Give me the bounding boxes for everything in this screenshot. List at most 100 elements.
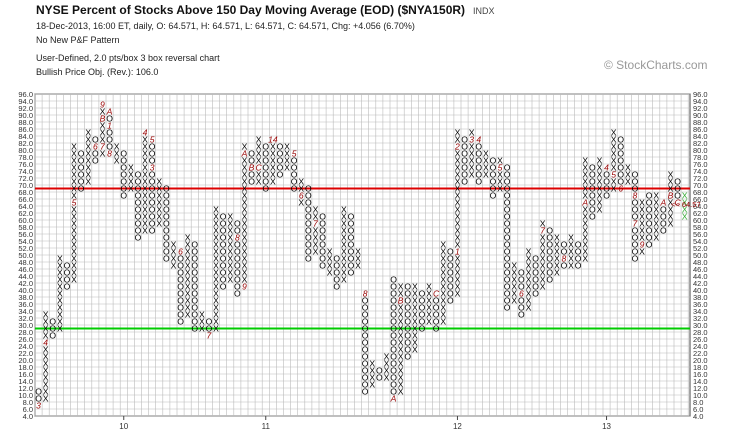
x-box: X xyxy=(71,233,77,243)
x-box: X xyxy=(57,261,63,271)
x-box: X xyxy=(57,310,63,320)
x-box: X xyxy=(341,240,347,250)
x-box: X xyxy=(582,177,588,187)
x-box: X xyxy=(582,184,588,194)
x-box: X xyxy=(242,198,248,208)
x-box: X xyxy=(43,380,49,390)
x-box: X xyxy=(384,373,390,383)
y-tick-label-right: 74.0 xyxy=(693,167,708,176)
x-box: X xyxy=(582,226,588,236)
month-marker: 2 xyxy=(454,142,460,152)
x-box: X xyxy=(611,128,617,138)
o-box: O xyxy=(78,184,85,194)
month-marker: 5 xyxy=(498,163,503,173)
o-box: O xyxy=(277,156,284,166)
o-box: O xyxy=(319,261,326,271)
x-box: X xyxy=(568,233,574,243)
x-box: X xyxy=(469,149,475,159)
o-box: O xyxy=(120,163,127,173)
o-box: O xyxy=(305,191,312,201)
x-box: X xyxy=(554,254,560,264)
o-box: O xyxy=(419,324,426,334)
x-box: X xyxy=(639,226,645,236)
x-box: X xyxy=(611,149,617,159)
o-box: O xyxy=(362,324,369,334)
y-tick-label-left: 50.0 xyxy=(18,251,33,260)
o-box: O xyxy=(234,289,241,299)
o-box: O xyxy=(390,345,397,355)
o-box: O xyxy=(35,394,42,404)
o-box: O xyxy=(78,177,85,187)
y-tick-label-left: 10.0 xyxy=(18,391,33,400)
y-tick-label-left: 94.0 xyxy=(18,97,33,106)
y-tick-label-left: 12.0 xyxy=(18,384,33,393)
o-box: O xyxy=(248,149,255,159)
x-box: X xyxy=(582,254,588,264)
x-box: X xyxy=(412,289,418,299)
month-marker: 5 xyxy=(72,198,77,208)
x-box: X xyxy=(398,359,404,369)
x-box: X xyxy=(455,261,461,271)
x-box: X xyxy=(71,177,77,187)
o-box: O xyxy=(362,338,369,348)
month-marker: 6 xyxy=(178,247,183,257)
o-box: O xyxy=(646,219,653,229)
o-box: O xyxy=(532,289,539,299)
o-box: O xyxy=(348,254,355,264)
x-box: X xyxy=(483,149,489,159)
o-box: O xyxy=(348,240,355,250)
o-box: O xyxy=(149,177,156,187)
o-box: O xyxy=(305,233,312,243)
x-box: X xyxy=(213,240,219,250)
o-box: O xyxy=(362,380,369,390)
y-tick-label-right: 82.0 xyxy=(693,139,708,148)
o-box: O xyxy=(561,261,568,271)
x-box: X xyxy=(455,289,461,299)
x-box: X xyxy=(597,163,603,173)
month-marker: 9 xyxy=(100,100,105,110)
x-box: X xyxy=(100,128,106,138)
month-marker: 5 xyxy=(150,135,155,145)
x-tick-label: 13 xyxy=(602,422,611,431)
o-box: O xyxy=(447,282,454,292)
o-box: O xyxy=(234,282,241,292)
x-box: X xyxy=(341,219,347,229)
o-box: O xyxy=(404,282,411,292)
o-box: O xyxy=(291,156,298,166)
y-tick-label-left: 58.0 xyxy=(18,223,33,232)
o-box: O xyxy=(490,177,497,187)
x-box: X xyxy=(85,177,91,187)
o-box: O xyxy=(447,289,454,299)
o-box: O xyxy=(404,296,411,306)
x-box: X xyxy=(156,205,162,215)
o-box: O xyxy=(135,184,142,194)
o-box: O xyxy=(390,303,397,313)
x-box: X xyxy=(156,198,162,208)
y-tick-label-right: 14.0 xyxy=(693,377,708,386)
o-box: O xyxy=(234,219,241,229)
x-box: X xyxy=(540,247,546,257)
x-box: X xyxy=(469,156,475,166)
o-box: O xyxy=(120,191,127,201)
o-box: O xyxy=(504,170,511,180)
x-box: X xyxy=(497,184,503,194)
o-box: O xyxy=(617,177,624,187)
y-tick-label-right: 84.0 xyxy=(693,132,708,141)
o-box: O xyxy=(603,191,610,201)
x-box: X xyxy=(57,296,63,306)
o-box: O xyxy=(504,177,511,187)
x-box: X xyxy=(43,345,49,355)
o-box: O xyxy=(291,170,298,180)
o-box: O xyxy=(120,184,127,194)
x-box: X xyxy=(355,261,361,271)
o-box: O xyxy=(206,317,213,327)
y-tick-label-left: 36.0 xyxy=(18,300,33,309)
o-box: O xyxy=(660,219,667,229)
month-marker: A xyxy=(581,198,588,208)
y-tick-label-right: 58.0 xyxy=(693,223,708,232)
o-box: O xyxy=(504,289,511,299)
o-box: O xyxy=(333,261,340,271)
x-box: X xyxy=(426,310,432,320)
y-tick-label-left: 52.0 xyxy=(18,244,33,253)
o-box: O xyxy=(504,261,511,271)
